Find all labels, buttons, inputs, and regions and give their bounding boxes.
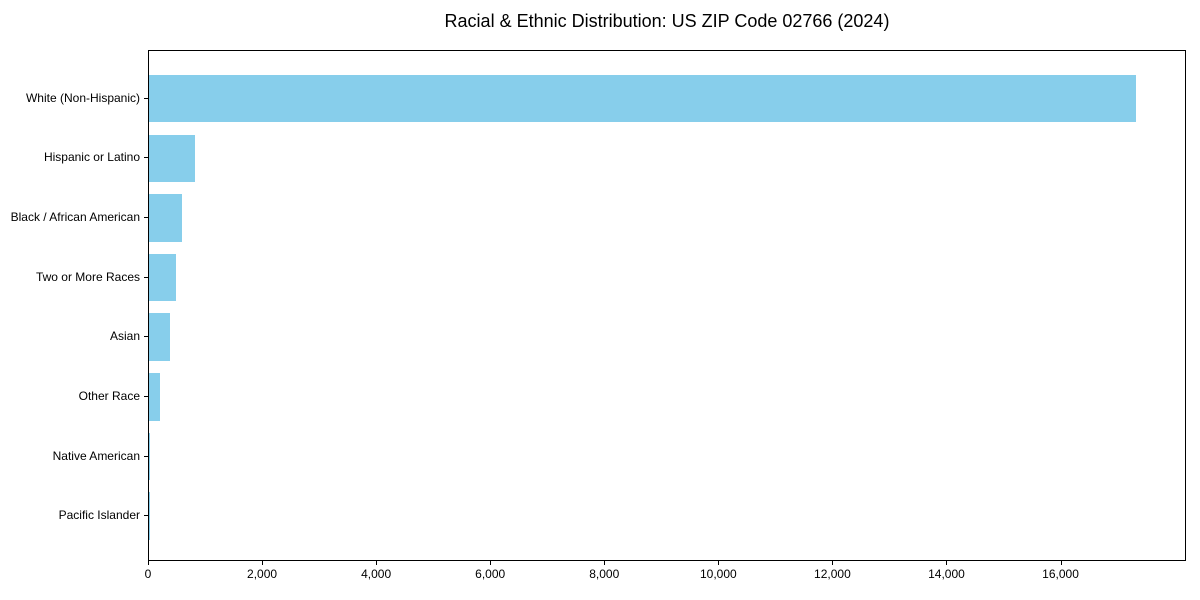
bar-black-african-american	[149, 194, 182, 242]
x-axis-tick	[604, 561, 606, 565]
x-axis-tick	[832, 561, 834, 565]
y-tick-label: Hispanic or Latino	[43, 150, 140, 165]
y-tick-label: Other Race	[78, 388, 140, 403]
y-tick-label: Pacific Islander	[58, 508, 140, 523]
plot-area	[148, 50, 1186, 561]
x-tick-label: 8,000	[589, 567, 620, 581]
x-tick-label: 6,000	[475, 567, 506, 581]
y-axis-tick	[144, 395, 148, 397]
x-axis-tick	[376, 561, 378, 565]
x-axis-tick	[490, 561, 492, 565]
y-tick-label: Asian	[109, 329, 140, 344]
y-tick-label: Two or More Races	[35, 269, 140, 284]
x-tick-label: 12,000	[814, 567, 851, 581]
bar-asian	[149, 313, 170, 362]
chart-title: Racial & Ethnic Distribution: US ZIP Cod…	[444, 11, 890, 31]
x-axis-tick	[1060, 561, 1062, 565]
y-tick-label: White (Non-Hispanic)	[25, 90, 140, 105]
bar-native-american	[149, 432, 150, 481]
y-axis-tick	[144, 97, 148, 99]
x-tick-label: 0	[144, 567, 152, 581]
x-tick-label: 16,000	[1042, 567, 1079, 581]
x-axis-tick	[718, 561, 720, 565]
x-tick-label: 4,000	[361, 567, 392, 581]
x-axis-tick	[946, 561, 948, 565]
bar-white-non-hispanic	[149, 74, 1137, 123]
y-tick-label: Black / African American	[10, 209, 140, 224]
y-tick-label: Native American	[52, 448, 140, 463]
x-axis-tick	[148, 561, 149, 565]
bar-two-or-more-races	[149, 253, 176, 302]
x-tick-label: 10,000	[699, 567, 737, 581]
x-tick-label: 2,000	[247, 567, 278, 581]
y-axis-tick	[144, 336, 148, 338]
y-axis-tick	[144, 157, 148, 159]
y-axis-tick	[144, 515, 148, 517]
bar-hispanic-or-latino	[149, 134, 195, 183]
y-axis-tick	[144, 216, 148, 218]
x-tick-label: 14,000	[928, 567, 965, 581]
bar-other-race	[149, 373, 160, 421]
y-axis-tick	[144, 276, 148, 278]
y-axis-tick	[144, 455, 148, 457]
x-axis-tick	[262, 561, 264, 565]
